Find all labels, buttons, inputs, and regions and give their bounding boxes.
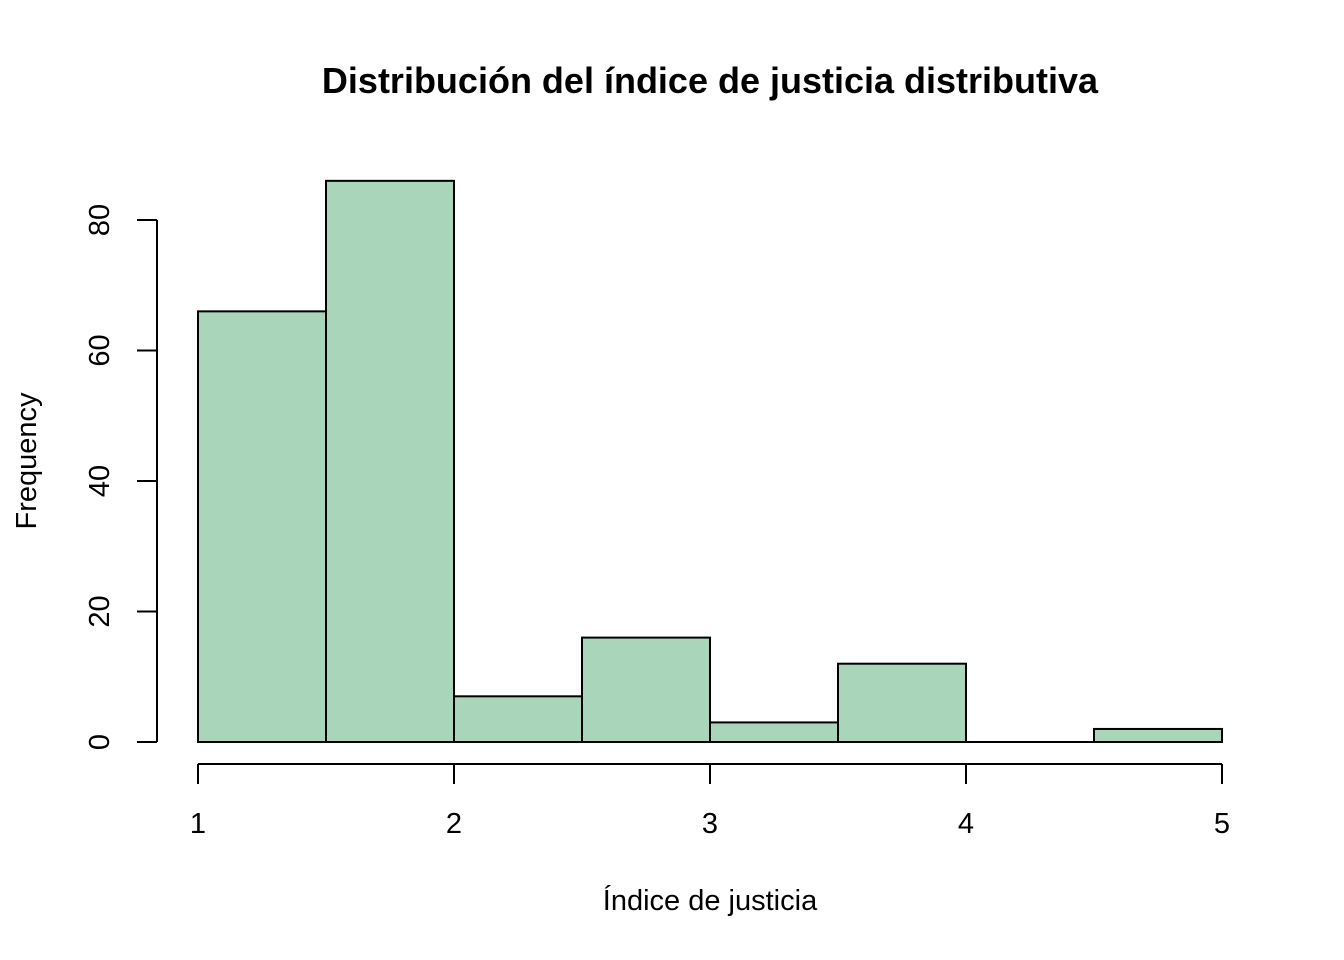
histogram-bar: [1093, 727, 1223, 744]
histogram-bar: [453, 695, 583, 744]
histogram-bar: [709, 721, 839, 743]
y-axis-label: Frequency: [11, 392, 43, 530]
bars-group: [197, 179, 1223, 744]
y-tick-label: 80: [84, 204, 116, 236]
y-tick-label: 20: [84, 595, 116, 627]
x-tick-label: 2: [446, 808, 462, 840]
y-axis: 0 20 40 60 80: [84, 204, 158, 750]
x-tick-label: 4: [958, 808, 974, 840]
y-tick-label: 60: [84, 334, 116, 366]
histogram-bar: [325, 179, 455, 744]
histogram-bar: [581, 636, 711, 743]
x-tick-label: 5: [1214, 808, 1230, 840]
y-tick-label: 0: [84, 734, 116, 750]
x-axis-label: Índice de justicia: [603, 884, 818, 917]
chart-title: Distribución del índice de justicia dist…: [322, 60, 1099, 101]
histogram-bar: [197, 310, 327, 743]
x-axis: 1 2 3 4 5: [190, 763, 1230, 840]
x-tick-label: 1: [190, 808, 206, 840]
y-tick-label: 40: [84, 465, 116, 497]
histogram-bar: [837, 662, 967, 744]
x-tick-label: 3: [702, 808, 718, 840]
